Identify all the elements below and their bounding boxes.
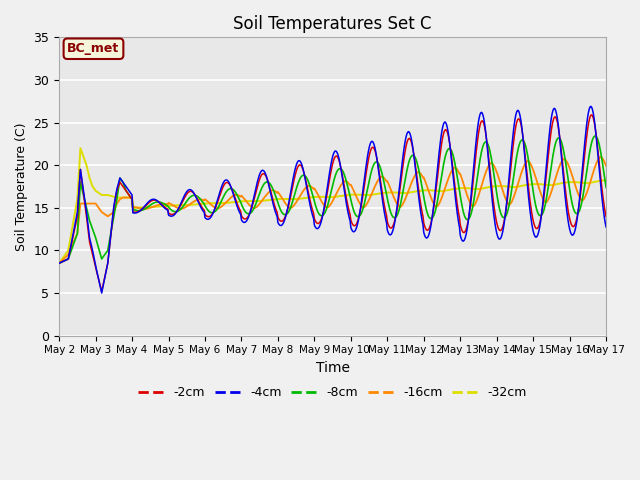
Y-axis label: Soil Temperature (C): Soil Temperature (C) — [15, 122, 28, 251]
Text: BC_met: BC_met — [67, 42, 120, 55]
X-axis label: Time: Time — [316, 361, 349, 375]
Title: Soil Temperatures Set C: Soil Temperatures Set C — [234, 15, 432, 33]
Legend: -2cm, -4cm, -8cm, -16cm, -32cm: -2cm, -4cm, -8cm, -16cm, -32cm — [133, 381, 532, 404]
